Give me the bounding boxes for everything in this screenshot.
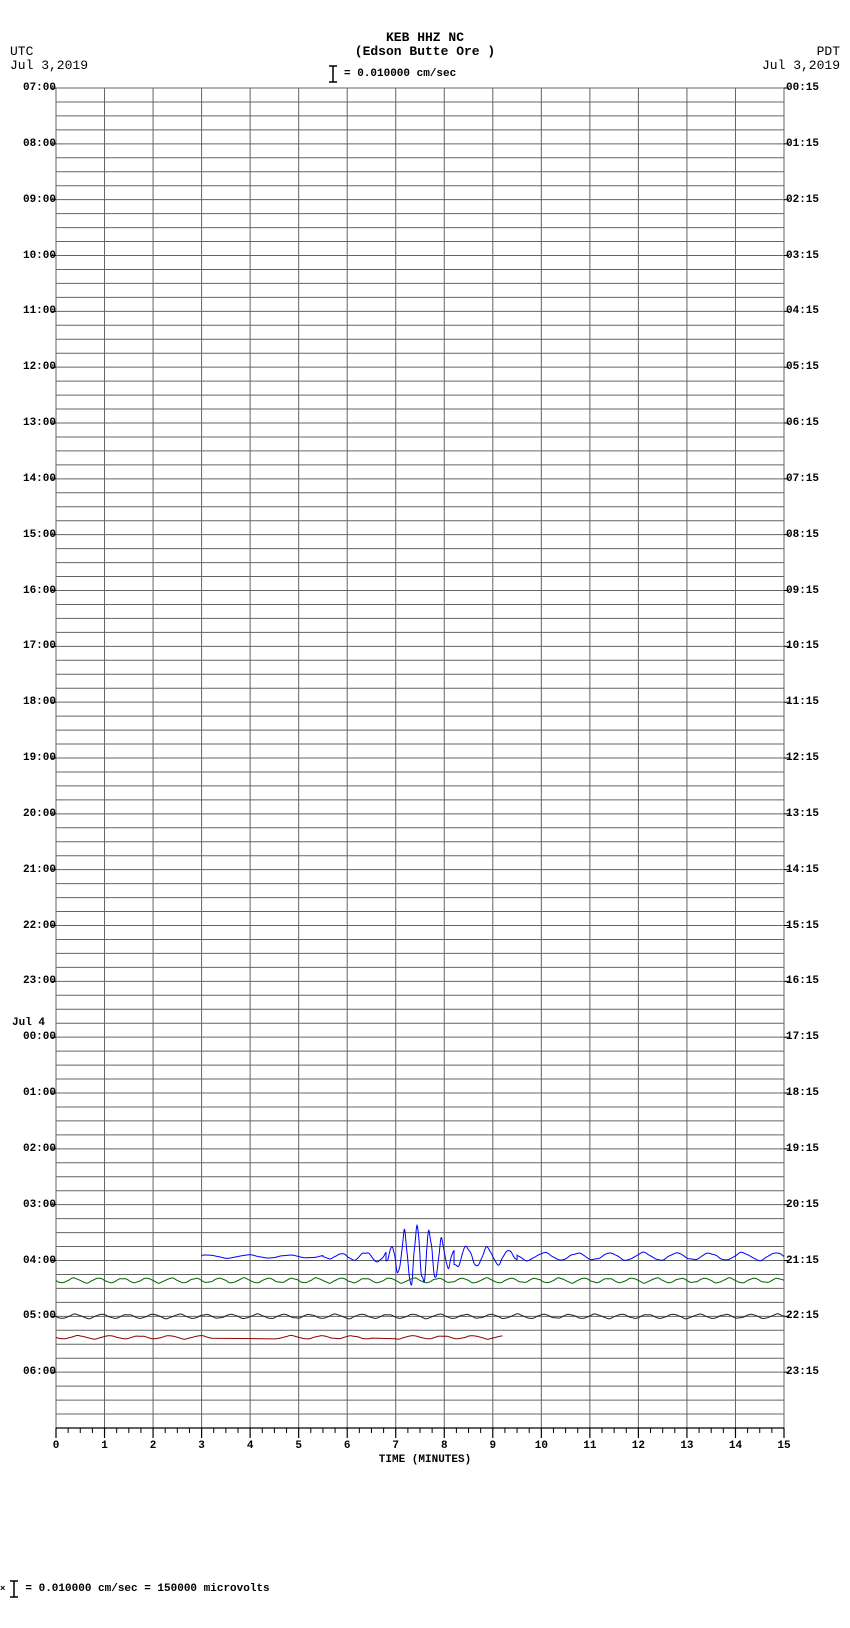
right-timezone: PDT bbox=[817, 44, 840, 59]
left-hour-label: 05:00 bbox=[23, 1310, 56, 1322]
left-hour-label: 20:00 bbox=[23, 808, 56, 820]
right-hour-label: 20:15 bbox=[786, 1199, 819, 1211]
x-tick-label: 1 bbox=[101, 1440, 108, 1452]
x-axis-label: TIME (MINUTES) bbox=[0, 1454, 850, 1466]
right-hour-label: 00:15 bbox=[786, 82, 819, 94]
right-hour-label: 21:15 bbox=[786, 1255, 819, 1267]
scale-bar-icon bbox=[326, 65, 340, 83]
footer-text: = 0.010000 cm/sec = 150000 microvolts bbox=[25, 1583, 269, 1595]
right-hour-label: 06:15 bbox=[786, 417, 819, 429]
x-tick-label: 9 bbox=[489, 1440, 496, 1452]
x-tick-label: 14 bbox=[729, 1440, 742, 1452]
left-timezone: UTC bbox=[10, 44, 33, 59]
right-hour-label: 02:15 bbox=[786, 194, 819, 206]
right-hour-label: 16:15 bbox=[786, 975, 819, 987]
x-tick-label: 4 bbox=[247, 1440, 254, 1452]
right-hour-label: 15:15 bbox=[786, 920, 819, 932]
left-hour-label: 00:00 bbox=[23, 1031, 56, 1043]
x-tick-label: 7 bbox=[392, 1440, 399, 1452]
left-hour-label: 04:00 bbox=[23, 1255, 56, 1267]
right-hour-label: 07:15 bbox=[786, 473, 819, 485]
left-hour-label: 15:00 bbox=[23, 529, 56, 541]
right-hour-label: 18:15 bbox=[786, 1087, 819, 1099]
x-tick-label: 5 bbox=[295, 1440, 302, 1452]
right-hour-label: 17:15 bbox=[786, 1031, 819, 1043]
left-hour-label: 19:00 bbox=[23, 752, 56, 764]
x-tick-label: 10 bbox=[535, 1440, 548, 1452]
x-tick-label: 6 bbox=[344, 1440, 351, 1452]
left-date: Jul 3,2019 bbox=[10, 58, 88, 73]
footer-scale: × = 0.010000 cm/sec = 150000 microvolts bbox=[0, 1580, 270, 1598]
x-tick-label: 11 bbox=[583, 1440, 596, 1452]
station-code: KEB HHZ NC bbox=[0, 30, 850, 45]
right-hour-label: 03:15 bbox=[786, 250, 819, 262]
left-hour-label: 22:00 bbox=[23, 920, 56, 932]
seismogram-chart bbox=[56, 88, 784, 1428]
right-hour-label: 08:15 bbox=[786, 529, 819, 541]
x-tick-label: 0 bbox=[53, 1440, 60, 1452]
left-hour-label: 12:00 bbox=[23, 361, 56, 373]
left-hour-label: 06:00 bbox=[23, 1366, 56, 1378]
left-hour-label: 18:00 bbox=[23, 696, 56, 708]
x-tick-label: 15 bbox=[777, 1440, 790, 1452]
right-hour-label: 09:15 bbox=[786, 585, 819, 597]
station-name: (Edson Butte Ore ) bbox=[0, 44, 850, 59]
left-hour-label: 11:00 bbox=[23, 305, 56, 317]
left-hour-label: 16:00 bbox=[23, 585, 56, 597]
left-hour-label: 17:00 bbox=[23, 640, 56, 652]
left-hour-label: 07:00 bbox=[23, 82, 56, 94]
seismogram-container: KEB HHZ NC (Edson Butte Ore ) = 0.010000… bbox=[0, 0, 850, 1628]
footer-scale-bar-icon bbox=[7, 1580, 21, 1598]
date-marker: Jul 4 bbox=[12, 1017, 45, 1029]
right-date: Jul 3,2019 bbox=[762, 58, 840, 73]
left-hour-label: 03:00 bbox=[23, 1199, 56, 1211]
right-hour-label: 05:15 bbox=[786, 361, 819, 373]
x-tick-label: 13 bbox=[680, 1440, 693, 1452]
right-hour-label: 11:15 bbox=[786, 696, 819, 708]
scale-indicator: = 0.010000 cm/sec bbox=[326, 65, 456, 83]
left-hour-label: 02:00 bbox=[23, 1143, 56, 1155]
x-tick-label: 3 bbox=[198, 1440, 205, 1452]
right-hour-label: 19:15 bbox=[786, 1143, 819, 1155]
scale-label: = 0.010000 cm/sec bbox=[344, 68, 456, 80]
left-hour-label: 14:00 bbox=[23, 473, 56, 485]
x-tick-label: 12 bbox=[632, 1440, 645, 1452]
left-hour-label: 23:00 bbox=[23, 975, 56, 987]
left-hour-label: 01:00 bbox=[23, 1087, 56, 1099]
right-hour-label: 14:15 bbox=[786, 864, 819, 876]
right-hour-label: 10:15 bbox=[786, 640, 819, 652]
left-hour-label: 21:00 bbox=[23, 864, 56, 876]
right-hour-label: 12:15 bbox=[786, 752, 819, 764]
left-hour-label: 10:00 bbox=[23, 250, 56, 262]
footer-prefix: × bbox=[0, 1584, 5, 1594]
right-hour-label: 13:15 bbox=[786, 808, 819, 820]
x-tick-label: 2 bbox=[150, 1440, 157, 1452]
left-hour-label: 08:00 bbox=[23, 138, 56, 150]
right-hour-label: 22:15 bbox=[786, 1310, 819, 1322]
left-hour-label: 09:00 bbox=[23, 194, 56, 206]
right-hour-label: 01:15 bbox=[786, 138, 819, 150]
left-hour-label: 13:00 bbox=[23, 417, 56, 429]
x-tick-label: 8 bbox=[441, 1440, 448, 1452]
right-hour-label: 04:15 bbox=[786, 305, 819, 317]
right-hour-label: 23:15 bbox=[786, 1366, 819, 1378]
